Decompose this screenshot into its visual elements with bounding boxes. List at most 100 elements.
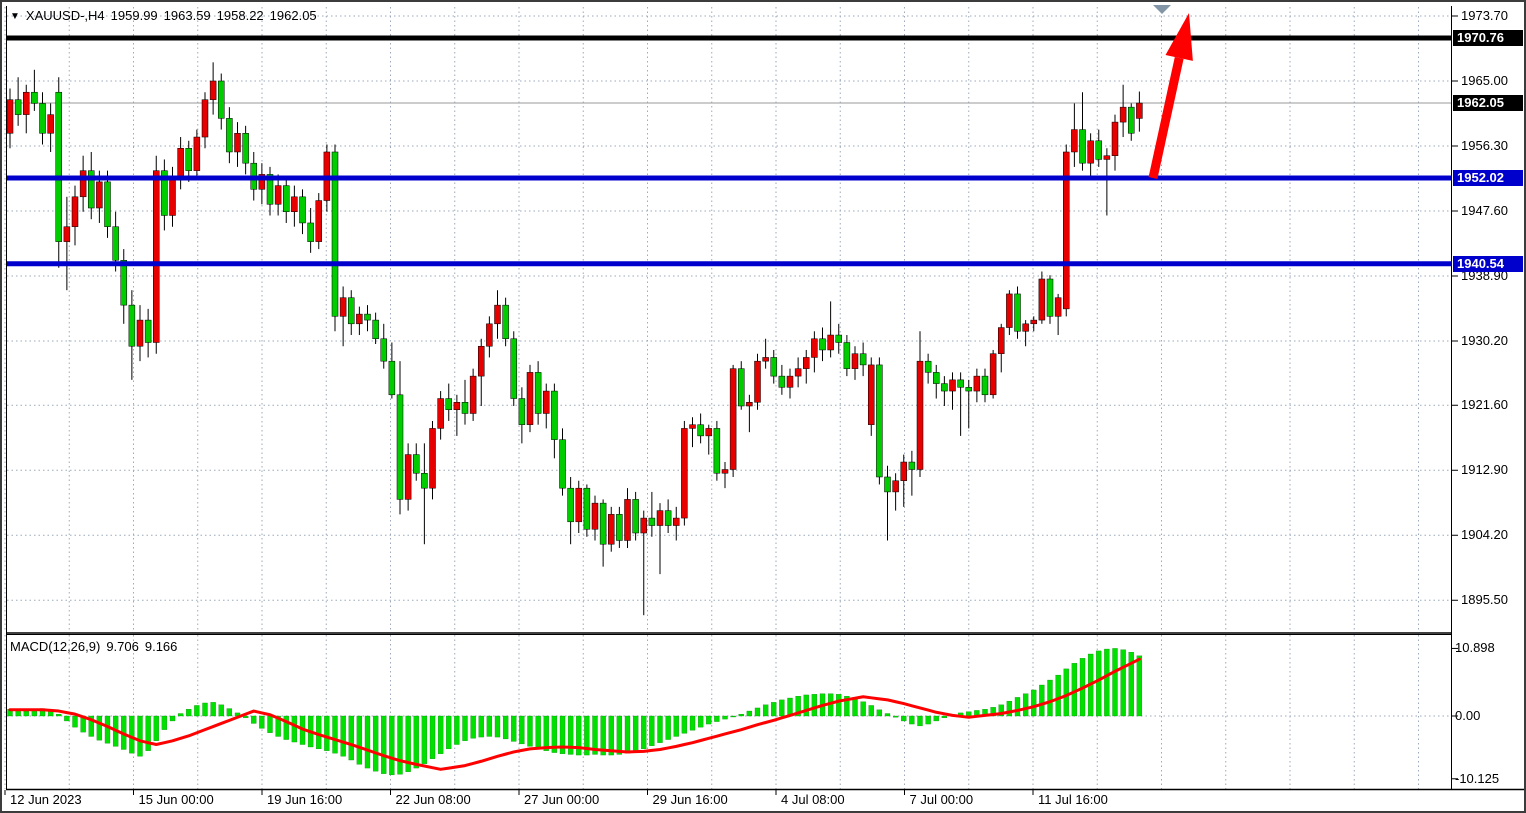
candle-body (339, 297, 347, 317)
candle-body (201, 99, 209, 138)
macd-histogram-bar (446, 715, 452, 750)
price-tick-label: 1912.90 (1461, 462, 1508, 478)
candle-body (242, 133, 249, 164)
macd-histogram-bar (543, 715, 549, 751)
macd-histogram-bar (96, 715, 103, 741)
candle-body (559, 439, 566, 489)
candle-body (884, 476, 891, 493)
macd-histogram-bar (657, 715, 663, 743)
macd-histogram-bar (462, 715, 468, 741)
candle-body (738, 368, 745, 407)
candle-body (859, 353, 867, 366)
trend-arrow-shaft[interactable] (1148, 56, 1184, 179)
time-tick-label: 15 Jun 00:00 (138, 792, 214, 807)
macd-histogram-bar (511, 715, 517, 742)
macd-histogram-bar (771, 702, 777, 717)
chart-title: ▼ XAUUSD-,H4 1959.99 1963.59 1958.22 1962.05 (10, 8, 323, 23)
price-tick-label: 1938.90 (1461, 268, 1508, 283)
candle-body (153, 170, 160, 343)
candle-body (616, 514, 623, 541)
macd-histogram-bar (372, 715, 379, 772)
time-tick-label: 11 Jul 16:00 (1038, 792, 1108, 807)
macd-histogram-bar (153, 715, 159, 741)
candle-body (193, 136, 201, 171)
candle-body (372, 319, 379, 340)
macd-histogram-bar (145, 715, 151, 751)
macd-histogram-bar (161, 715, 168, 730)
macd-histogram-bar (600, 715, 606, 756)
macd-histogram-bar (486, 715, 493, 737)
candle-body (96, 181, 103, 209)
symbol-dropdown-icon[interactable]: ▼ (10, 11, 20, 22)
candle-body (445, 398, 452, 410)
macd-histogram-bar (210, 702, 216, 717)
candle-body (697, 424, 704, 437)
candle-body (1038, 278, 1046, 321)
macd-histogram-bar (421, 715, 428, 764)
macd-histogram-bar (1047, 679, 1053, 717)
candle-body (71, 196, 79, 227)
macd-histogram-bar (990, 707, 996, 717)
macd-histogram-bar (275, 715, 281, 737)
macd-histogram-bar (876, 709, 883, 717)
price-tag: 1970.76 (1453, 29, 1523, 46)
candle-body (941, 383, 948, 392)
macd-histogram-bar (348, 715, 354, 761)
candle-body (811, 338, 818, 358)
candle-body (413, 454, 420, 474)
candle-body (283, 185, 290, 212)
candle-body (120, 260, 127, 306)
macd-histogram-bar (218, 704, 224, 717)
candle-body (924, 360, 932, 373)
macd-histogram-bar (892, 715, 899, 718)
macd-histogram-bar (340, 715, 346, 757)
candle-body (144, 319, 152, 343)
candle-body (794, 368, 802, 377)
candle-body (770, 357, 777, 377)
candle-body (681, 428, 688, 519)
candle-body (648, 517, 656, 526)
candle-body (1095, 140, 1102, 160)
ohlc-open: 1959.99 (110, 8, 158, 23)
macd-histogram-bar (925, 715, 931, 725)
candle-body (356, 313, 363, 325)
candle-body (778, 375, 786, 388)
candle-body (161, 170, 168, 216)
candle-body (624, 499, 631, 541)
macd-name: MACD(12,26,9) (10, 639, 101, 654)
macd-histogram-bar (364, 715, 371, 769)
macd-histogram-bar (762, 704, 769, 717)
trend-arrow-head[interactable] (1165, 13, 1193, 61)
candle-body (892, 480, 899, 493)
macd-histogram-bar (576, 715, 582, 756)
macd-histogram-bar (1014, 697, 1021, 717)
candle-body (526, 372, 534, 425)
candle-body (486, 323, 493, 347)
candle-body (478, 345, 485, 377)
scroll-marker-icon[interactable] (1153, 5, 1171, 14)
macd-histogram-bar (868, 705, 874, 717)
macd-tick-label: 10.898 (1455, 640, 1495, 656)
macd-histogram-bar (624, 715, 631, 754)
candle-body (226, 118, 233, 153)
macd-histogram-bar (665, 715, 671, 740)
candle-body (39, 103, 46, 134)
macd-histogram-bar (689, 715, 696, 731)
macd-tick-label: -10.125 (1455, 770, 1500, 786)
candle-body (112, 226, 119, 261)
macd-histogram-bar (730, 715, 736, 718)
macd-value: 9.706 (106, 639, 139, 654)
candle-body (299, 196, 306, 224)
candle-body (998, 327, 1005, 354)
macd-histogram-bar (1120, 649, 1126, 717)
macd-histogram-bar (632, 715, 639, 752)
macd-histogram-bar (226, 708, 233, 717)
macd-indicator-label: MACD(12,26,9) 9.706 9.166 (10, 639, 183, 654)
candle-body (908, 461, 916, 470)
macd-histogram-bar (1039, 684, 1045, 717)
candle-body (1119, 106, 1127, 123)
candle-body (380, 338, 387, 362)
candle-body (591, 502, 599, 530)
